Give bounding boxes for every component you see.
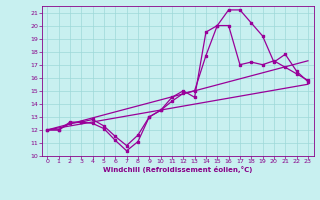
X-axis label: Windchill (Refroidissement éolien,°C): Windchill (Refroidissement éolien,°C) [103, 166, 252, 173]
